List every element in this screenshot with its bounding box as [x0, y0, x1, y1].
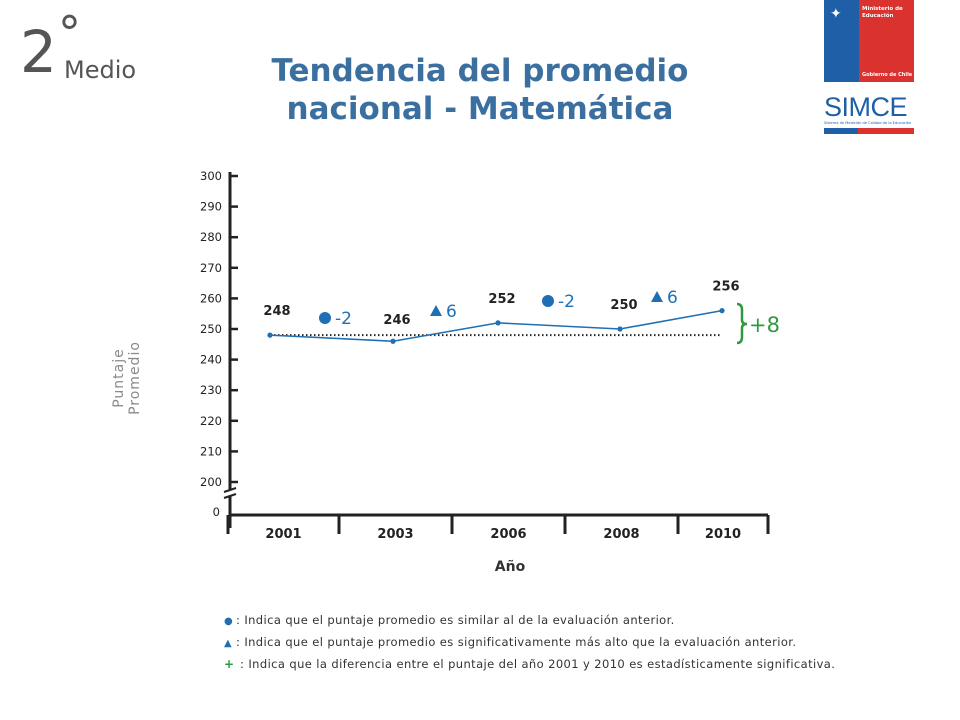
title-line-2: nacional - Matemática [286, 91, 674, 127]
logo-red-band [859, 0, 914, 82]
y-tick-label: 210 [200, 444, 222, 458]
x-tick-label: 2008 [603, 527, 639, 542]
data-label: 248 [263, 304, 290, 319]
x-tick-label: 2001 [265, 527, 301, 542]
y-tick-label: 290 [200, 200, 222, 214]
coat-of-arms-icon: ✦ [830, 6, 842, 22]
data-label: 252 [488, 292, 515, 307]
y-tick-label: 220 [200, 414, 222, 428]
mark-layer: 248 246 252 250 256 -2 6 -2 6 +8 [263, 280, 780, 345]
grade-number: 2 [20, 18, 57, 86]
y-tick-label: 300 [200, 169, 222, 183]
data-label: 246 [383, 313, 410, 328]
title-line-1: Tendencia del promedio [271, 53, 689, 89]
government-name: Gobierno de Chile [862, 72, 913, 78]
grade-indicator: 2 ° Medio [20, 6, 160, 90]
y-tick-label: 230 [200, 383, 222, 397]
grade-label: Medio [64, 56, 137, 84]
change-value: 6 [667, 288, 678, 308]
legend: ●: Indica que el puntaje promedio es sim… [224, 610, 835, 674]
y-tick-label: 240 [200, 353, 222, 367]
change-value: -2 [335, 309, 352, 329]
axis-break-mark [223, 487, 237, 493]
y-tick-label: 260 [200, 291, 222, 305]
simce-color-bar [824, 128, 914, 134]
legend-row-higher: ▲: Indica que el puntaje promedio es sig… [224, 632, 835, 654]
simce-subtitle: Sistema de Medición de Calidad de la Edu… [824, 121, 912, 125]
change-value: -2 [558, 292, 575, 312]
y-tick-label: 270 [200, 261, 222, 275]
logo-blue-band [824, 0, 859, 82]
simce-logo: SIMCE Sistema de Medición de Calidad de … [824, 92, 914, 134]
ministry-name: Ministerio de Educación [862, 6, 903, 19]
change-circle-marker [542, 295, 554, 307]
data-label: 256 [712, 280, 739, 295]
x-tick-label: 2006 [490, 527, 526, 542]
data-point [495, 320, 501, 326]
x-tick-label: 2003 [377, 527, 413, 542]
change-value: 6 [446, 302, 457, 322]
triangle-marker-icon: ▲ [224, 638, 233, 649]
ministry-logo: ✦ Ministerio de Educación Gobierno de Ch… [824, 0, 914, 82]
total-change-value: +8 [749, 313, 780, 337]
axis-layer: 300 290 280 270 260 250 240 230 220 210 200 0 2001 20… [200, 169, 770, 542]
x-tick-label: 2010 [705, 527, 741, 542]
y-tick-label: 250 [200, 322, 222, 336]
y-tick-label: 200 [200, 475, 222, 489]
y-tick-label: 280 [200, 230, 222, 244]
change-triangle-marker [430, 305, 442, 316]
x-axis-label: Año [494, 559, 526, 575]
data-point [617, 326, 623, 332]
data-point [719, 308, 725, 314]
circle-marker-icon: ● [224, 616, 234, 627]
grade-degree: ° [58, 6, 81, 60]
plus-icon: + [224, 657, 235, 671]
legend-text-significant: : Indica que la diferencia entre el punt… [236, 657, 836, 671]
change-triangle-marker [651, 291, 663, 302]
data-point [390, 338, 396, 344]
data-point [267, 332, 273, 338]
page-title: Tendencia del promedio nacional - Matemá… [220, 52, 740, 128]
legend-text-similar: : Indica que el puntaje promedio es simi… [236, 613, 675, 627]
legend-row-similar: ●: Indica que el puntaje promedio es sim… [224, 610, 835, 632]
total-change-bracket [736, 302, 748, 345]
simce-brand: SIMCE [824, 92, 908, 122]
legend-text-higher: : Indica que el puntaje promedio es sign… [236, 635, 797, 649]
data-label: 250 [610, 298, 637, 313]
legend-row-significant: + : Indica que la diferencia entre el pu… [224, 654, 835, 674]
y-tick-label-zero: 0 [213, 505, 220, 519]
change-circle-marker [319, 312, 331, 324]
